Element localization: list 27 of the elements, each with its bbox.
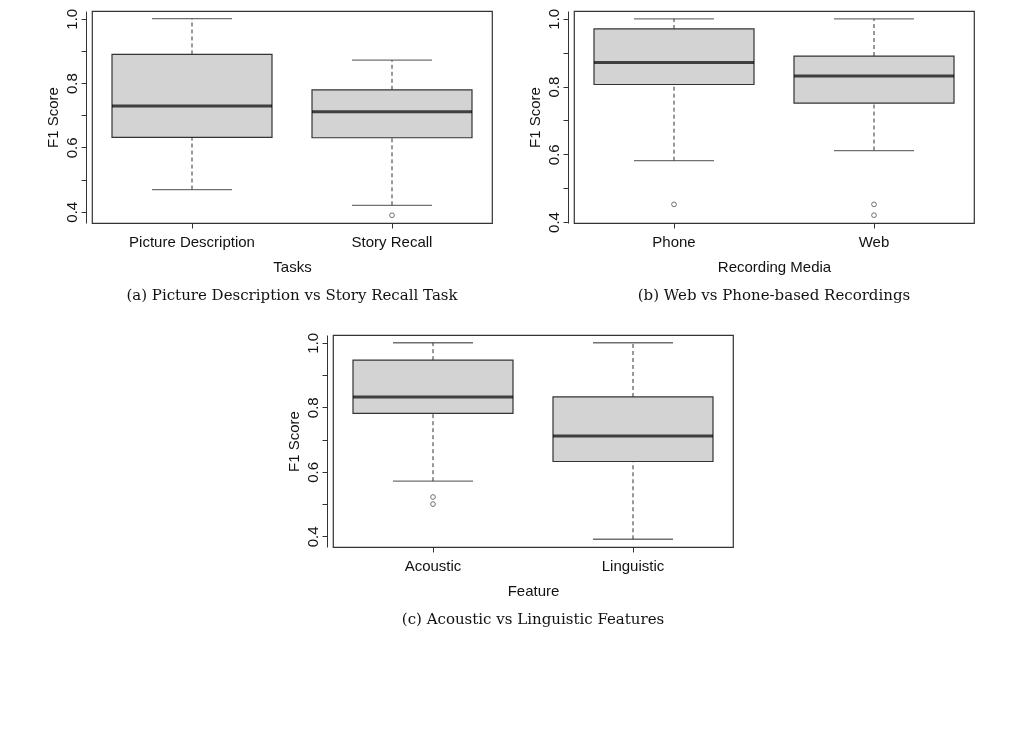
y-tick-label: 0.6 bbox=[62, 137, 79, 159]
x-tick-label: Web bbox=[858, 232, 889, 250]
y-tick-label: 0.8 bbox=[62, 73, 79, 94]
y-tick-label: 0.8 bbox=[544, 76, 561, 98]
y-tick-label: 1.0 bbox=[303, 332, 320, 354]
x-axis-title: Tasks bbox=[272, 257, 312, 275]
y-tick-label: 0.4 bbox=[62, 201, 79, 223]
y-tick-label: 1.0 bbox=[62, 8, 79, 30]
x-tick-label: Phone bbox=[651, 232, 696, 250]
y-tick-label: 0.6 bbox=[303, 461, 320, 483]
text: (a) Picture Description vs Story Recall Task bbox=[125, 286, 459, 304]
y-axis-title: F1 Score bbox=[284, 411, 301, 472]
x-tick-label: Picture Description bbox=[128, 232, 255, 250]
y-tick-label: 0.4 bbox=[303, 526, 320, 548]
y-tick-label: 0.4 bbox=[544, 212, 561, 233]
y-tick-label: 0.6 bbox=[544, 144, 561, 166]
x-axis-title: Recording Media bbox=[717, 257, 832, 275]
text: (c) Acoustic vs Linguistic Features bbox=[401, 610, 664, 628]
y-axis-title: F1 Score bbox=[43, 87, 60, 148]
x-tick-label: Acoustic bbox=[404, 556, 462, 574]
x-axis-title: Feature bbox=[507, 581, 559, 599]
x-tick-label: Story Recall bbox=[351, 232, 432, 250]
y-tick-label: 0.8 bbox=[303, 397, 320, 419]
text: (b) Web vs Phone-based Recordings bbox=[637, 286, 910, 304]
y-axis-title: F1 Score bbox=[525, 87, 542, 148]
y-tick-label: 1.0 bbox=[544, 8, 561, 30]
x-tick-label: Linguistic bbox=[601, 556, 665, 574]
